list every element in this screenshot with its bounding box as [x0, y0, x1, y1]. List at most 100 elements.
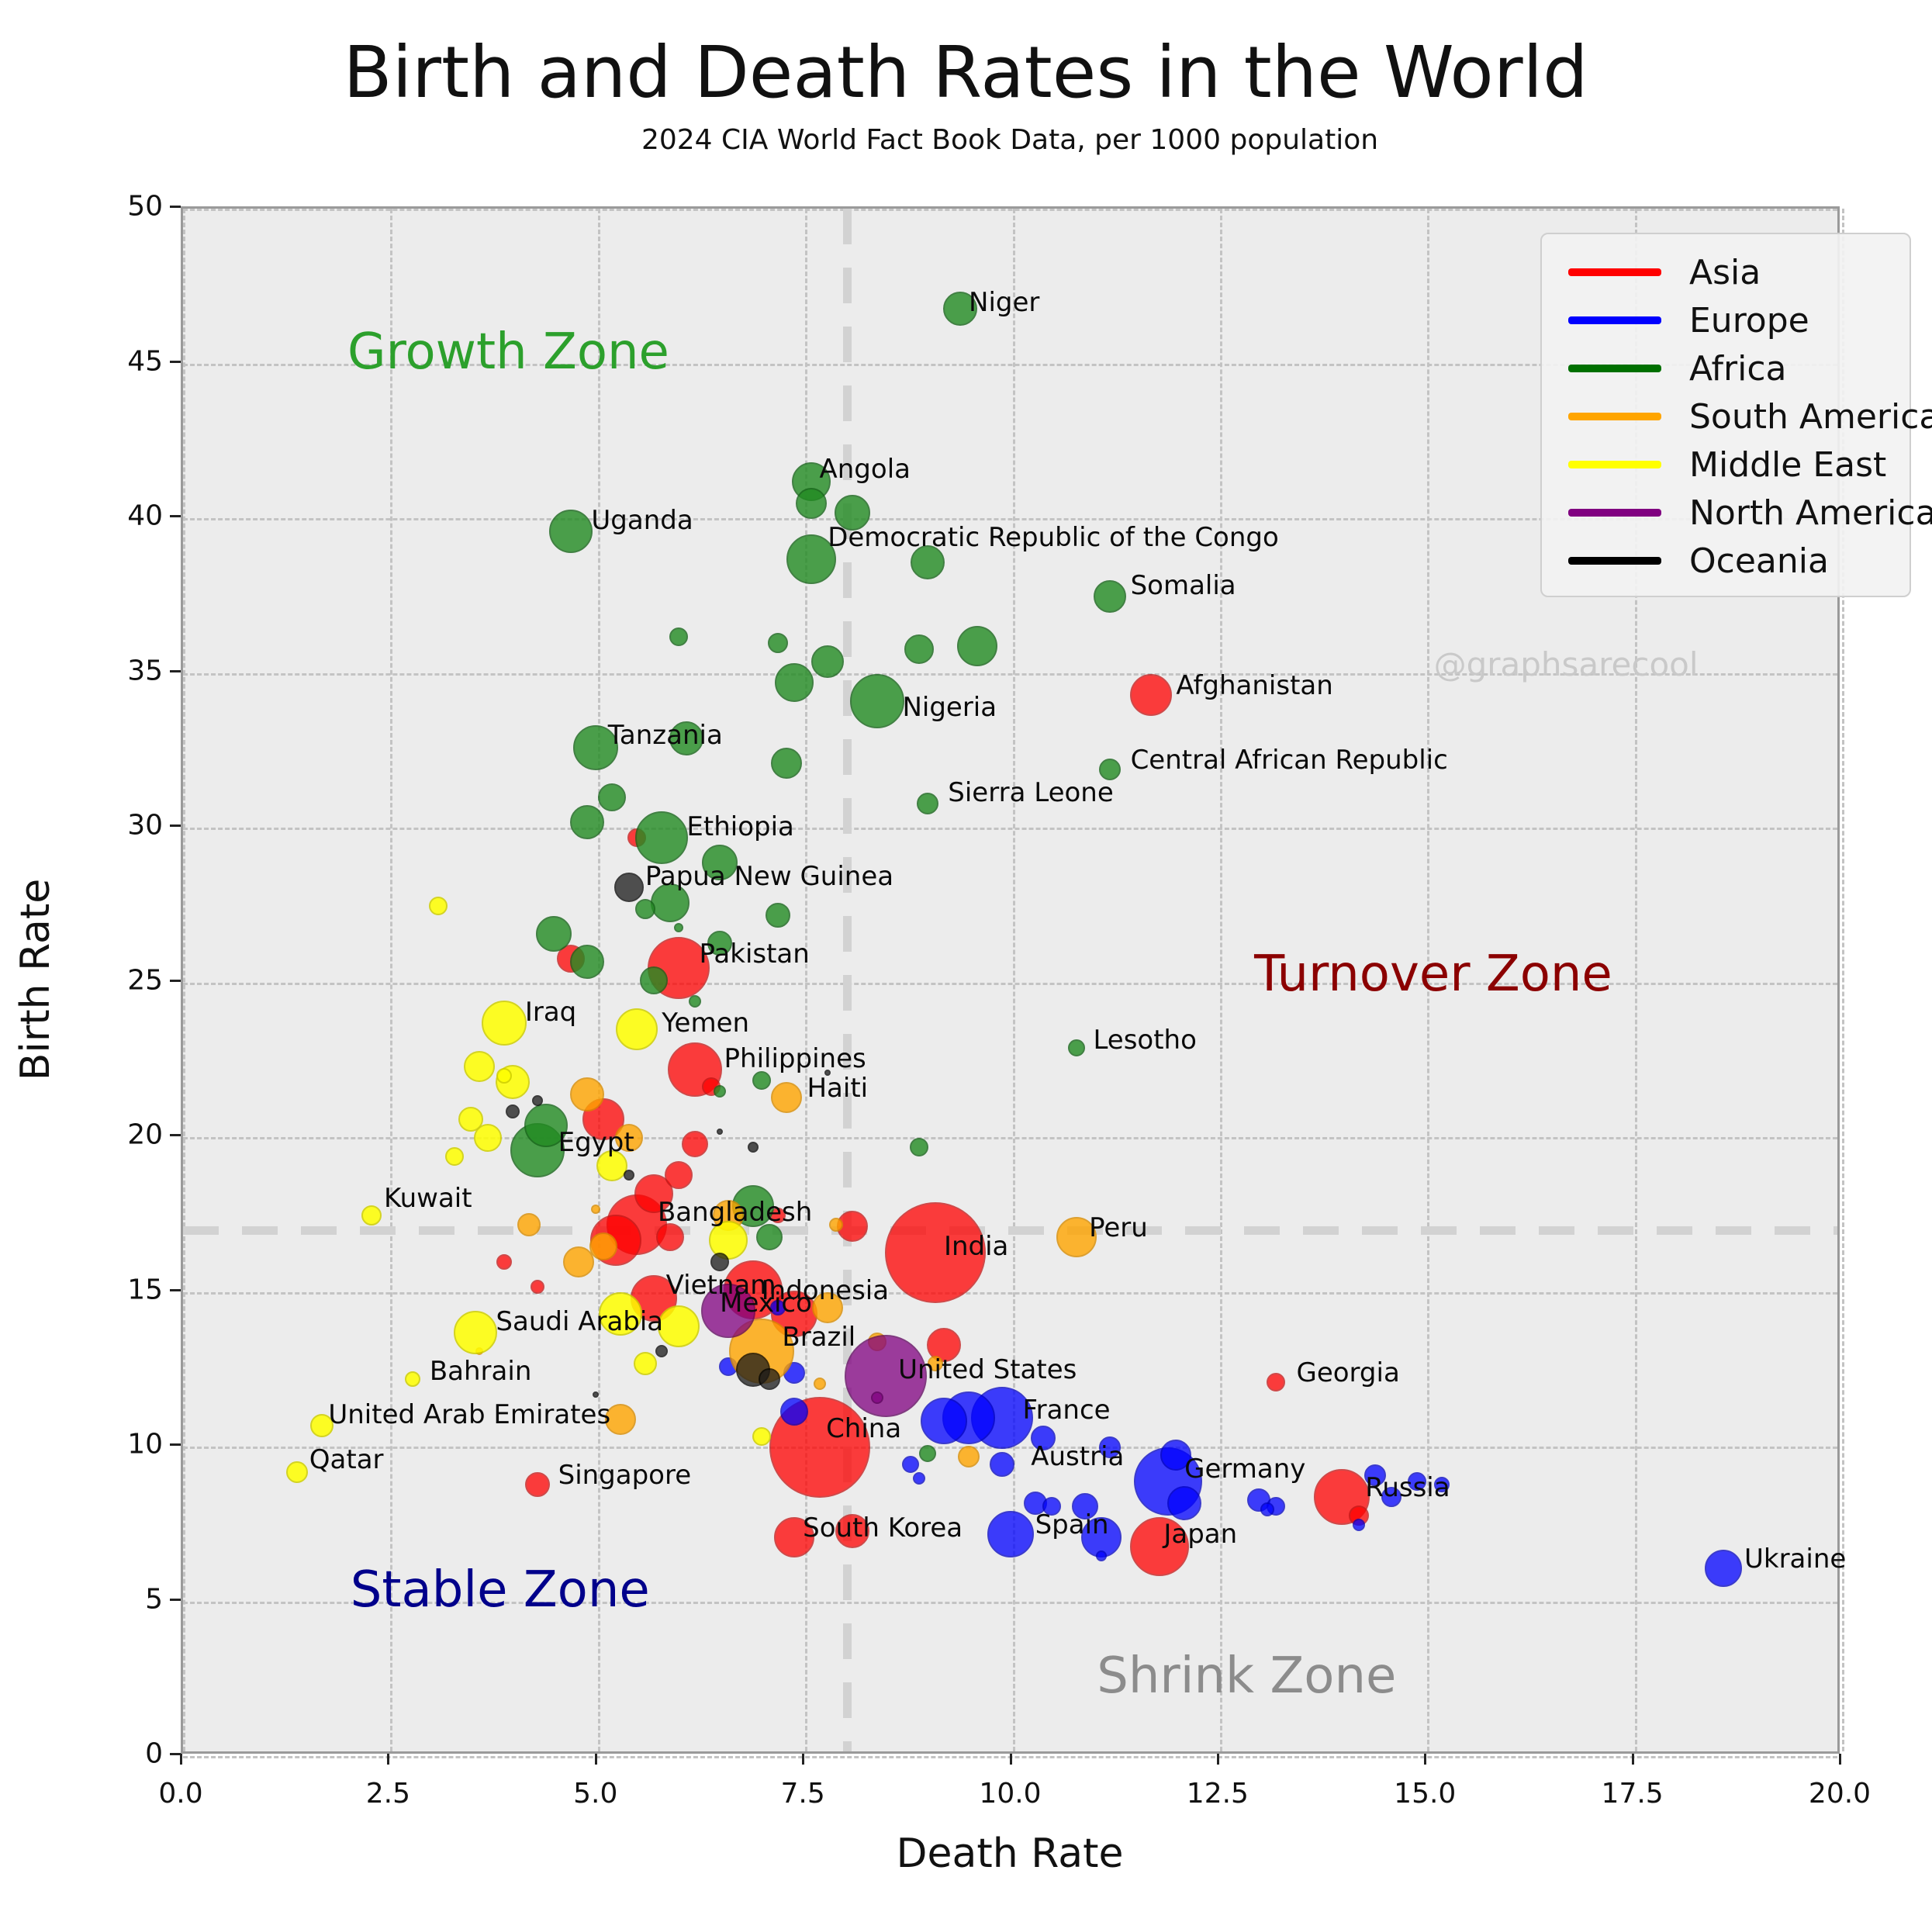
legend-swatch [1568, 509, 1661, 517]
country-label: South Korea [803, 1512, 963, 1544]
x-tick-label: 0.0 [158, 1778, 203, 1810]
legend-label: Asia [1689, 252, 1761, 292]
bubble-south-america [813, 1378, 826, 1391]
y-tick-label: 40 [127, 500, 163, 532]
bubble-ukraine [1705, 1549, 1743, 1587]
country-label: Austria [1031, 1440, 1125, 1472]
bubble-africa [536, 915, 572, 952]
bubble-north-america [871, 1391, 884, 1405]
country-label: Kuwait [384, 1182, 472, 1214]
country-label: Japan [1163, 1518, 1238, 1550]
country-label: Brazil [782, 1322, 856, 1353]
bubble-south-america [589, 1232, 618, 1260]
x-gridline [597, 209, 600, 1751]
bubble-africa [956, 625, 997, 666]
y-tick-label: 45 [127, 345, 163, 377]
country-label: Indonesia [761, 1275, 890, 1307]
legend-label: Oceania [1689, 541, 1829, 581]
bubble-europe [1407, 1471, 1426, 1491]
bubble-africa [651, 883, 690, 922]
bubble-middle-east [444, 1146, 464, 1166]
bubble-oceania [747, 1141, 759, 1153]
country-label: Pakistan [699, 938, 810, 970]
bubble-africa [918, 1444, 936, 1462]
death-rate-divider-line [842, 209, 852, 1751]
x-gridline [390, 209, 393, 1751]
y-gridline [183, 209, 1837, 211]
y-gridline [183, 1601, 1837, 1604]
country-label: Spain [1035, 1509, 1109, 1540]
chart-title: Birth and Death Rates in the World [343, 31, 1588, 114]
bubble-africa [673, 922, 683, 932]
bubble-kuwait [361, 1205, 382, 1226]
bubble-africa [707, 930, 733, 956]
bubble-europe [770, 1300, 786, 1316]
bubble-singapore [524, 1471, 550, 1497]
bubble-south-america [958, 1445, 980, 1467]
legend-swatch [1568, 413, 1661, 420]
bubble-asia [656, 1222, 684, 1251]
y-tick [170, 1443, 181, 1446]
bubble-central-african-republic [1098, 759, 1121, 781]
country-label: Afghanistan [1176, 670, 1333, 702]
country-label: Iraq [524, 997, 577, 1028]
bubble-africa [910, 544, 945, 579]
bubble-united-states [845, 1335, 928, 1418]
x-gridline [805, 209, 808, 1751]
bubble-south-america [828, 1217, 843, 1232]
bubble-oceania [623, 1169, 634, 1181]
bubble-africa [669, 627, 688, 646]
zone-label: Stable Zone [350, 1561, 650, 1619]
y-gridline [183, 1137, 1837, 1139]
y-tick [170, 1598, 181, 1601]
x-gridline [1219, 209, 1222, 1751]
legend-swatch [1568, 461, 1661, 468]
zone-label: Turnover Zone [1254, 945, 1612, 1003]
x-tick-label: 7.5 [780, 1778, 825, 1810]
bubble-oceania [655, 1345, 669, 1358]
bubble-asia [926, 1328, 961, 1363]
y-tick-label: 30 [127, 809, 163, 842]
bubble-europe [1096, 1550, 1108, 1561]
zone-label: Growth Zone [347, 323, 669, 381]
bubble-africa [689, 995, 702, 1008]
country-label: Somalia [1130, 569, 1236, 601]
bubble-africa [756, 1223, 783, 1250]
bubble-asia [682, 1130, 709, 1157]
x-gridline [1012, 209, 1015, 1751]
country-label: Democratic Republic of the Congo [828, 521, 1279, 553]
bubble-haiti [770, 1082, 802, 1114]
legend-entry: Asia [1542, 248, 1910, 296]
country-label: Lesotho [1093, 1025, 1197, 1056]
bubble-japan [1130, 1516, 1189, 1576]
y-tick [170, 824, 181, 827]
y-tick [170, 515, 181, 517]
bubble-south-america [812, 1292, 844, 1324]
y-axis-label: Birth Rate [12, 878, 59, 1081]
bubble-europe [1098, 1436, 1121, 1458]
bubble-europe [1433, 1476, 1450, 1492]
bubble-europe [1042, 1496, 1061, 1516]
bubble-middle-east [752, 1427, 771, 1447]
y-tick-label: 35 [127, 655, 163, 686]
bubble-south-america [614, 1123, 643, 1152]
country-label: Papua New Guinea [645, 860, 894, 892]
x-gridline [1427, 209, 1430, 1751]
bubble-middle-east [596, 1149, 628, 1181]
bubble-middle-east [633, 1352, 657, 1376]
x-tick [387, 1754, 390, 1765]
bubble-africa [770, 748, 802, 780]
bubble-africa [795, 488, 827, 520]
legend-entry: Europe [1542, 296, 1910, 344]
y-gridline [183, 363, 1837, 366]
bubble-middle-east [428, 896, 448, 915]
country-label: Qatar [309, 1443, 384, 1475]
x-tick [1631, 1754, 1634, 1765]
bubble-asia [835, 1513, 870, 1548]
bubble-europe [1381, 1486, 1402, 1507]
bubble-middle-east [458, 1107, 484, 1132]
bubble-mexico [700, 1284, 755, 1339]
country-label: Sierra Leone [948, 777, 1114, 809]
bubble-peru [1056, 1216, 1097, 1257]
bubble-africa [634, 898, 655, 919]
